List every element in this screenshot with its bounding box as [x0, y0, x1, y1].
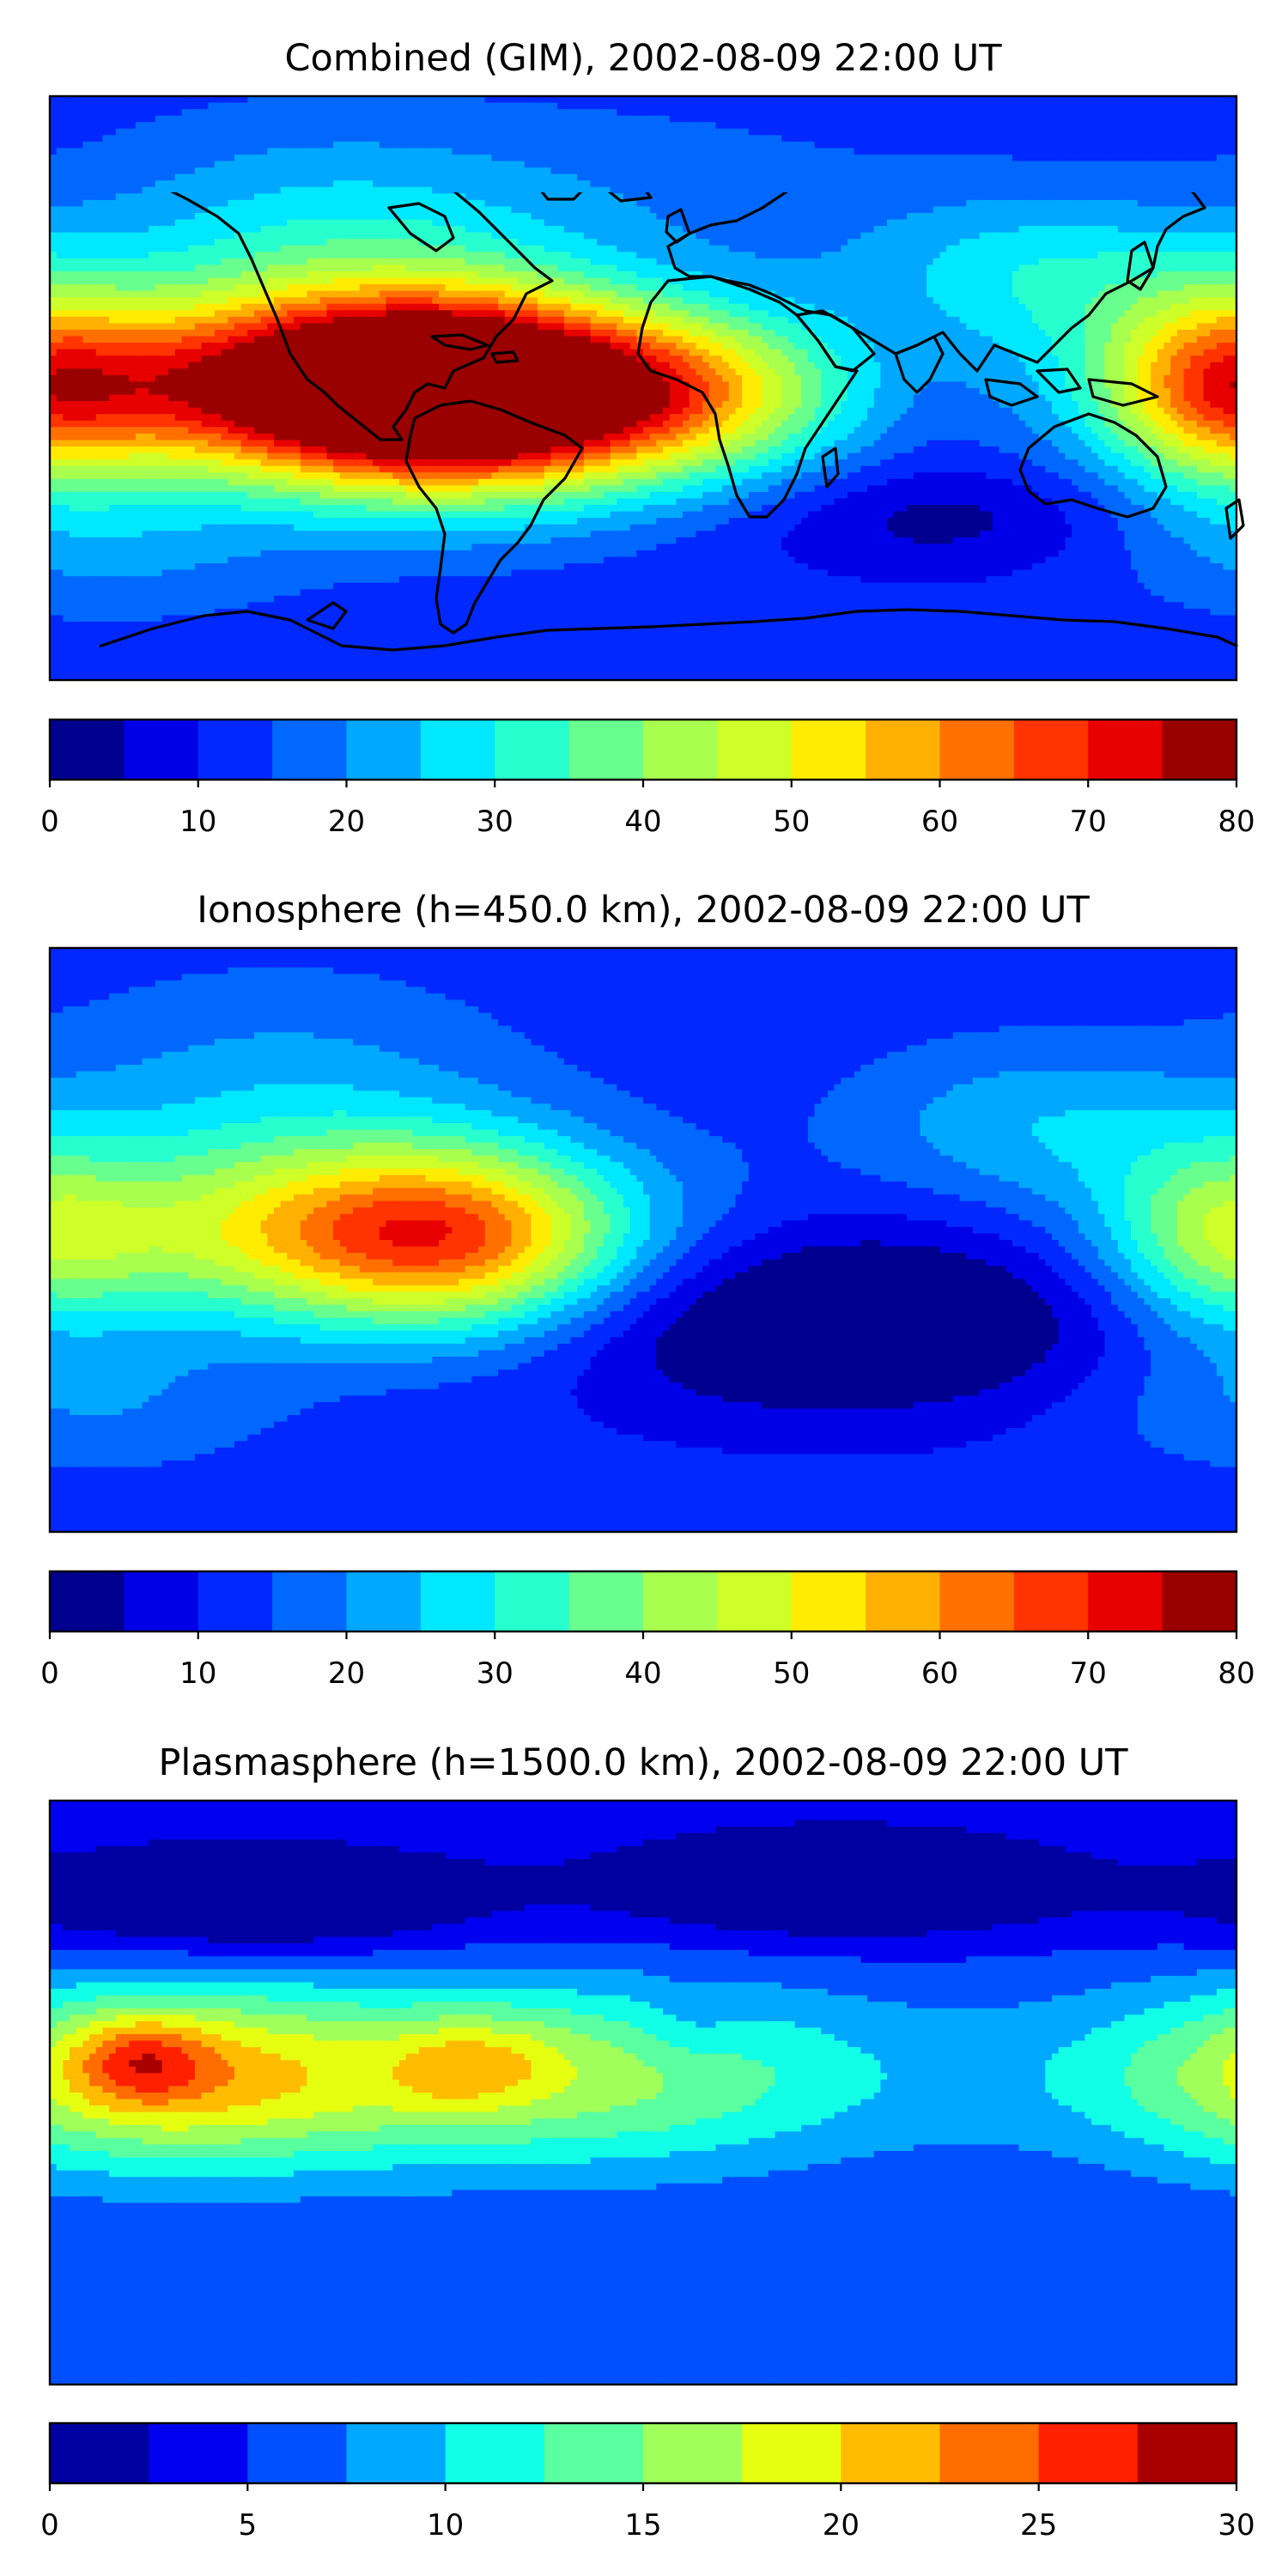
tec-field — [50, 1801, 1236, 2385]
colorbar-swatch — [717, 720, 793, 780]
colorbar-tick-label: 80 — [1218, 805, 1255, 839]
panel-1: Combined (GIM), 2002-08-09 22:00 UT 0 10 20… — [40, 37, 1255, 839]
colorbar-tick-label: 60 — [921, 805, 958, 839]
colorbar-tick-label: 10 — [427, 2508, 464, 2543]
colorbar-tick-label: 30 — [477, 805, 513, 839]
colorbar-tick-label: 70 — [1070, 1656, 1107, 1691]
colorbar-swatch — [420, 720, 495, 780]
colorbar-tick-label: 0 — [40, 805, 59, 839]
colorbar-swatch — [445, 2423, 545, 2483]
colorbar-swatch — [568, 720, 644, 780]
colorbar-swatch — [247, 2423, 347, 2483]
colorbar-swatch — [124, 1571, 199, 1631]
colorbar-tick-label: 60 — [921, 1656, 958, 1691]
colorbar-swatch — [1038, 2423, 1139, 2483]
colorbar-swatch — [197, 720, 273, 780]
colorbar-swatch — [643, 2423, 743, 2483]
colorbar-tick-label: 20 — [328, 805, 365, 839]
colorbar-swatch — [643, 720, 718, 780]
colorbar-swatch — [272, 1571, 348, 1631]
map-frame — [48, 94, 1238, 682]
colorbar-swatch — [791, 720, 866, 780]
colorbar-swatch — [346, 1571, 422, 1631]
colorbar-swatch — [346, 720, 422, 780]
colorbar-tick-label: 15 — [624, 2508, 661, 2543]
panel-title: Ionosphere (h=450.0 km), 2002-08-09 22:0… — [197, 889, 1090, 932]
colorbar: 0 10 20 30 40 50 60 70 80 — [40, 1570, 1255, 1691]
colorbar-tick-label: 5 — [239, 2508, 258, 2543]
colorbar-swatch — [124, 720, 199, 780]
tec-field — [50, 96, 1236, 680]
colorbar-tick-label: 25 — [1020, 2508, 1057, 2543]
colorbar-swatch — [420, 1571, 495, 1631]
colorbar-swatch — [1088, 720, 1163, 780]
colorbar-tick-label: 30 — [477, 1656, 513, 1691]
map-frame — [48, 946, 1238, 1534]
colorbar-swatch — [495, 1571, 570, 1631]
colorbar-swatch — [939, 2423, 1040, 2483]
colorbar-swatch — [272, 720, 348, 780]
colorbar-swatch — [1137, 2423, 1237, 2483]
colorbar-swatch — [50, 2423, 149, 2483]
colorbar-swatch — [717, 1571, 793, 1631]
colorbar-tick-label: 20 — [823, 2508, 860, 2543]
tec-field — [50, 948, 1236, 1532]
colorbar-tick-label: 30 — [1218, 2508, 1255, 2543]
colorbar-swatch — [939, 720, 1015, 780]
colorbar-swatch — [149, 2423, 248, 2483]
colorbar-swatch — [568, 1571, 644, 1631]
colorbar-tick-label: 50 — [773, 805, 810, 839]
colorbar-tick-label: 50 — [773, 1656, 810, 1691]
colorbar-swatch — [643, 1571, 718, 1631]
colorbar-swatch — [50, 1571, 125, 1631]
colorbar-swatch — [866, 720, 941, 780]
colorbar-swatch — [50, 720, 125, 780]
colorbar-swatch — [1162, 1571, 1237, 1631]
colorbar-swatch — [742, 2423, 841, 2483]
colorbar: 0 10 20 30 40 50 60 70 80 — [40, 718, 1255, 839]
colorbar-swatch — [1088, 1571, 1163, 1631]
colorbar-swatch — [346, 2423, 447, 2483]
colorbar-swatch — [1013, 720, 1089, 780]
panel-2: Ionosphere (h=450.0 km), 2002-08-09 22:0… — [40, 889, 1255, 1691]
panel-title: Plasmasphere (h=1500.0 km), 2002-08-09 2… — [158, 1741, 1128, 1784]
colorbar-tick-label: 0 — [40, 1656, 59, 1691]
panel-3: Plasmasphere (h=1500.0 km), 2002-08-09 2… — [40, 1741, 1255, 2543]
colorbar-swatch — [1013, 1571, 1089, 1631]
colorbar-tick-label: 10 — [179, 1656, 216, 1691]
colorbar-tick-label: 0 — [40, 2508, 59, 2543]
colorbar-tick-label: 20 — [328, 1656, 365, 1691]
panel-title: Combined (GIM), 2002-08-09 22:00 UT — [284, 37, 1002, 80]
colorbar-tick-label: 80 — [1218, 1656, 1255, 1691]
colorbar: 0 5 10 15 20 25 30 — [40, 2421, 1255, 2543]
colorbar-swatch — [544, 2423, 644, 2483]
colorbar-swatch — [197, 1571, 273, 1631]
colorbar-tick-label: 70 — [1070, 805, 1107, 839]
colorbar-swatch — [495, 720, 570, 780]
colorbar-tick-label: 40 — [624, 805, 661, 839]
colorbar-tick-label: 10 — [179, 805, 216, 839]
colorbar-tick-label: 40 — [624, 1656, 661, 1691]
map-frame — [48, 1799, 1238, 2386]
colorbar-swatch — [1162, 720, 1237, 780]
colorbar-swatch — [866, 1571, 941, 1631]
colorbar-swatch — [841, 2423, 940, 2483]
colorbar-swatch — [791, 1571, 866, 1631]
colorbar-swatch — [939, 1571, 1015, 1631]
